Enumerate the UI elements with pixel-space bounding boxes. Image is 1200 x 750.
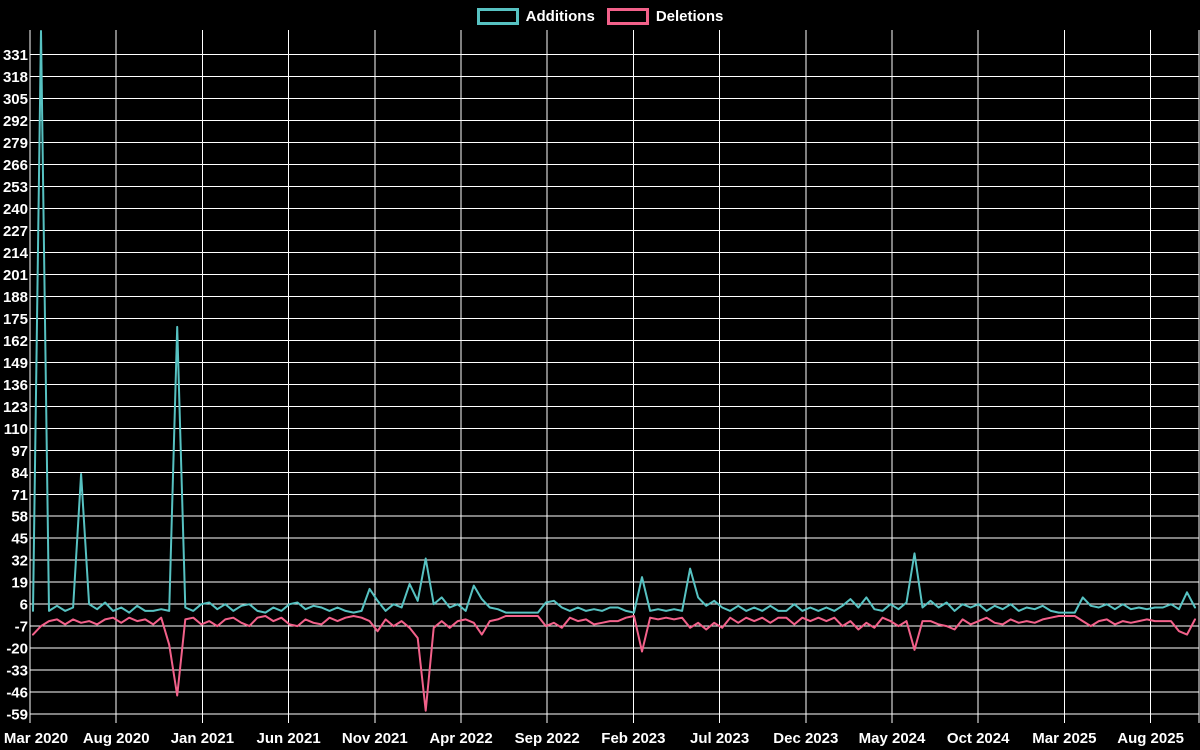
y-tick-labels: 331 318 305 292 279 266 253 240 227 214 201 188 175 1… [3,47,29,723]
chart-legend: Additions Deletions [0,8,1200,25]
series-line-additions [32,30,1196,614]
svg-text:-33: -33 [6,663,28,680]
svg-text:227: 227 [3,223,28,240]
svg-text:Jun 2021: Jun 2021 [256,730,320,747]
svg-text:123: 123 [3,399,28,416]
svg-text:292: 292 [3,113,28,130]
svg-text:201: 201 [3,267,28,284]
y-gridlines [30,54,1199,715]
svg-text:331: 331 [3,47,28,64]
svg-text:97: 97 [11,443,28,460]
series-line-deletions [32,615,1196,712]
svg-text:305: 305 [3,91,28,108]
legend-item-additions[interactable]: Additions [476,8,595,25]
svg-text:162: 162 [3,333,28,350]
svg-text:253: 253 [3,179,28,196]
svg-text:71: 71 [11,487,28,504]
svg-text:240: 240 [3,201,28,218]
svg-text:Mar 2025: Mar 2025 [1032,730,1096,747]
x-tick-labels: Mar 2020 Aug 2020 Jan 2021 Jun 2021 Nov 2021… [4,730,1184,747]
svg-text:Mar 2020: Mar 2020 [4,730,68,747]
svg-text:58: 58 [11,509,28,526]
svg-text:Nov 2021: Nov 2021 [342,730,408,747]
svg-text:May 2024: May 2024 [859,730,926,747]
svg-text:110: 110 [4,421,28,438]
svg-text:Jul 2023: Jul 2023 [690,730,749,747]
svg-text:Aug 2025: Aug 2025 [1117,730,1184,747]
svg-text:Dec 2023: Dec 2023 [773,730,838,747]
svg-text:136: 136 [3,377,28,394]
svg-text:214: 214 [3,245,29,262]
svg-text:84: 84 [11,465,28,482]
svg-text:Apr 2022: Apr 2022 [429,730,492,747]
svg-text:188: 188 [3,289,28,306]
svg-text:-59: -59 [6,707,28,724]
svg-text:318: 318 [3,69,28,86]
svg-text:19: 19 [11,575,28,592]
legend-label-deletions: Deletions [655,8,724,25]
svg-text:-7: -7 [15,619,28,636]
svg-text:175: 175 [3,311,28,328]
svg-text:Oct 2024: Oct 2024 [947,730,1010,747]
deletions-swatch-icon [606,8,649,25]
x-gridlines [29,30,1200,723]
additions-swatch-icon [476,8,519,25]
svg-text:45: 45 [11,531,28,548]
legend-label-additions: Additions [525,8,595,25]
svg-text:149: 149 [3,355,28,372]
svg-text:266: 266 [3,157,28,174]
svg-text:-46: -46 [6,685,28,702]
svg-text:Aug 2020: Aug 2020 [83,730,150,747]
svg-text:Sep 2022: Sep 2022 [515,730,580,747]
svg-text:Feb 2023: Feb 2023 [601,730,665,747]
legend-item-deletions[interactable]: Deletions [606,8,724,25]
svg-text:6: 6 [20,597,28,614]
svg-text:279: 279 [3,135,28,152]
svg-text:-20: -20 [6,641,28,658]
svg-text:32: 32 [11,553,28,570]
svg-text:Jan 2021: Jan 2021 [171,730,234,747]
